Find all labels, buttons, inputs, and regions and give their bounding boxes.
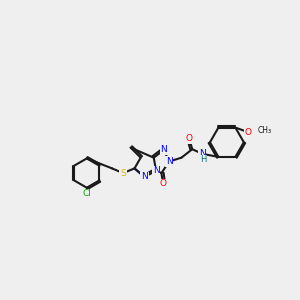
Text: N: N bbox=[153, 166, 159, 175]
Text: Cl: Cl bbox=[82, 189, 91, 198]
Text: H: H bbox=[200, 155, 206, 164]
Text: N: N bbox=[199, 149, 206, 158]
Text: O: O bbox=[186, 134, 193, 143]
Text: O: O bbox=[160, 179, 167, 188]
Text: CH₃: CH₃ bbox=[258, 126, 272, 135]
Text: N: N bbox=[160, 146, 167, 154]
Text: S: S bbox=[120, 169, 126, 178]
Text: N: N bbox=[166, 157, 172, 166]
Text: N: N bbox=[141, 172, 148, 182]
Text: O: O bbox=[245, 128, 252, 137]
